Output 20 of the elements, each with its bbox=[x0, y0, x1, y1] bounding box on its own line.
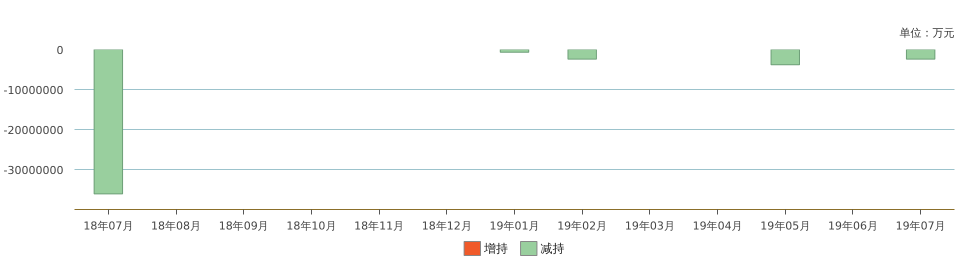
legend-label: 增持 bbox=[483, 242, 508, 256]
x-tick-label: 19年05月 bbox=[760, 220, 810, 232]
x-tick-label: 19年01月 bbox=[490, 220, 540, 232]
y-tick-label: -10000000 bbox=[4, 84, 64, 97]
y-tick-label: 0 bbox=[56, 44, 64, 57]
x-tick-label: 18年11月 bbox=[354, 220, 404, 232]
x-tick-label: 18年09月 bbox=[218, 220, 269, 232]
x-tick-label: 18年07月 bbox=[83, 220, 134, 232]
legend-label: 减持 bbox=[540, 242, 565, 256]
x-tick-label: 19年06月 bbox=[828, 220, 878, 232]
x-tick-label: 19年04月 bbox=[692, 220, 743, 232]
y-tick-label: -20000000 bbox=[4, 124, 64, 137]
y-tick-label: -30000000 bbox=[4, 164, 64, 177]
x-tick-label: 19年03月 bbox=[624, 220, 675, 232]
x-tick-label: 19年07月 bbox=[896, 220, 946, 232]
x-tick-label: 19年02月 bbox=[557, 220, 608, 232]
x-tick-label: 18年10月 bbox=[286, 220, 336, 232]
x-tick-label: 18年08月 bbox=[151, 220, 202, 232]
x-tick-label: 18年12月 bbox=[422, 220, 472, 232]
text: 单位：万元 bbox=[900, 26, 954, 40]
